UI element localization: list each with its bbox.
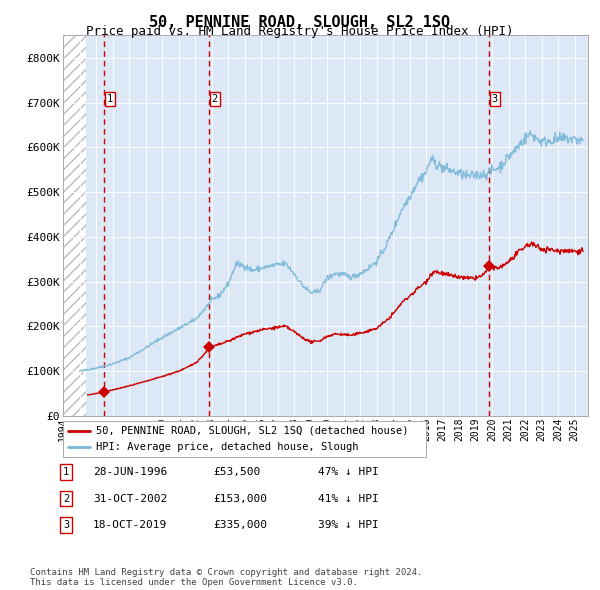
- Text: 50, PENNINE ROAD, SLOUGH, SL2 1SQ (detached house): 50, PENNINE ROAD, SLOUGH, SL2 1SQ (detac…: [95, 425, 408, 435]
- Text: 39% ↓ HPI: 39% ↓ HPI: [318, 520, 379, 530]
- Text: 18-OCT-2019: 18-OCT-2019: [93, 520, 167, 530]
- Text: 31-OCT-2002: 31-OCT-2002: [93, 494, 167, 503]
- Text: £53,500: £53,500: [213, 467, 260, 477]
- Text: Contains HM Land Registry data © Crown copyright and database right 2024.
This d: Contains HM Land Registry data © Crown c…: [30, 568, 422, 587]
- Text: Price paid vs. HM Land Registry's House Price Index (HPI): Price paid vs. HM Land Registry's House …: [86, 25, 514, 38]
- Text: 50, PENNINE ROAD, SLOUGH, SL2 1SQ: 50, PENNINE ROAD, SLOUGH, SL2 1SQ: [149, 15, 451, 30]
- Text: 1: 1: [107, 94, 113, 104]
- Text: 28-JUN-1996: 28-JUN-1996: [93, 467, 167, 477]
- Text: 3: 3: [63, 520, 69, 530]
- Text: 1: 1: [63, 467, 69, 477]
- Bar: [63, 35, 86, 416]
- Text: £335,000: £335,000: [213, 520, 267, 530]
- Text: 2: 2: [63, 494, 69, 503]
- Text: 3: 3: [492, 94, 498, 104]
- Text: £153,000: £153,000: [213, 494, 267, 503]
- Text: 2: 2: [212, 94, 218, 104]
- Text: 41% ↓ HPI: 41% ↓ HPI: [318, 494, 379, 503]
- Text: 47% ↓ HPI: 47% ↓ HPI: [318, 467, 379, 477]
- Text: HPI: Average price, detached house, Slough: HPI: Average price, detached house, Slou…: [95, 442, 358, 453]
